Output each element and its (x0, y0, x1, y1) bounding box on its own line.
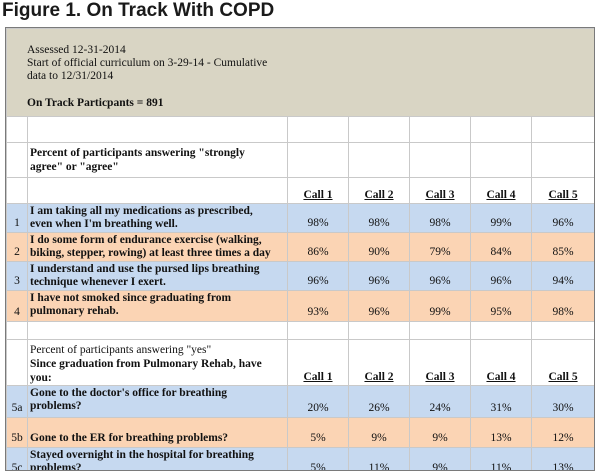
call-5-header: Call 5 (530, 177, 594, 204)
question-text: Gone to the doctor's office for breathin… (27, 385, 288, 418)
value-cell: 5% (287, 447, 349, 470)
value-cell: 99% (409, 290, 471, 322)
value-cell: 13% (470, 417, 532, 448)
call-5-header-2: Call 5 (530, 339, 594, 386)
section1-title-row: Percent of participants answering "stron… (6, 142, 594, 178)
value-cell: 98% (530, 290, 594, 322)
header-block: Assessed 12-31-2014 Start of official cu… (6, 28, 594, 117)
value-cell: 24% (409, 385, 471, 418)
value-cell: 98% (348, 203, 410, 233)
value-cell: 98% (409, 203, 471, 233)
value-cell: 93% (287, 290, 349, 322)
value-cell: 85% (530, 232, 594, 262)
value-cell: 94% (530, 261, 594, 291)
row-index: 1 (6, 203, 28, 233)
value-cell: 96% (409, 261, 471, 291)
question-text: I am taking all my medications as prescr… (27, 203, 288, 233)
spacer-row (6, 321, 594, 340)
value-cell: 95% (470, 290, 532, 322)
participants-count: On Track Particpants = 891 (27, 97, 164, 109)
question-text: Stayed overnight in the hospital for bre… (27, 447, 288, 470)
call-4-header-2: Call 4 (470, 339, 532, 386)
call-2-header: Call 2 (348, 177, 410, 204)
header-info: Assessed 12-31-2014 Start of official cu… (6, 28, 594, 117)
value-cell: 86% (287, 232, 349, 262)
results-table: Assessed 12-31-2014 Start of official cu… (6, 28, 594, 470)
value-cell: 9% (348, 417, 410, 448)
value-cell: 9% (409, 417, 471, 448)
row-index: 5b (6, 417, 28, 448)
value-cell: 90% (348, 232, 410, 262)
value-cell: 26% (348, 385, 410, 418)
value-cell: 30% (530, 385, 594, 418)
section2-title-row: Percent of participants answering "yes" … (6, 339, 594, 386)
value-cell: 99% (470, 203, 532, 233)
value-cell: 96% (287, 261, 349, 291)
value-cell: 5% (287, 417, 349, 448)
value-cell: 11% (348, 447, 410, 470)
table-row: 4 I have not smoked since graduating fro… (6, 290, 594, 322)
call-1-header: Call 1 (287, 177, 349, 204)
question-text: I understand and use the pursed lips bre… (27, 261, 288, 291)
value-cell: 96% (470, 261, 532, 291)
value-cell: 9% (409, 447, 471, 470)
table-row: 5a Gone to the doctor's office for breat… (6, 385, 594, 418)
figure-title: Figure 1. On Track With COPD (2, 0, 275, 21)
question-text: I have not smoked since graduating from p… (27, 290, 288, 322)
value-cell: 96% (530, 203, 594, 233)
value-cell: 96% (348, 290, 410, 322)
call-header-row: Call 1 Call 2 Call 3 Call 4 Call 5 (6, 177, 594, 204)
call-4-header: Call 4 (470, 177, 532, 204)
curriculum-line-2: data to 12/31/2014 (27, 70, 114, 82)
value-cell: 98% (287, 203, 349, 233)
row-index: 5c (6, 447, 28, 470)
table-row: 2 I do some form of endurance exercise (… (6, 232, 594, 262)
row-index: 2 (6, 232, 28, 262)
value-cell: 84% (470, 232, 532, 262)
value-cell: 96% (348, 261, 410, 291)
spacer-row (6, 116, 594, 143)
value-cell: 20% (287, 385, 349, 418)
results-table-frame: Assessed 12-31-2014 Start of official cu… (5, 27, 595, 471)
call-3-header: Call 3 (409, 177, 471, 204)
value-cell: 13% (530, 447, 594, 470)
value-cell: 31% (470, 385, 532, 418)
call-1-header-2: Call 1 (287, 339, 349, 386)
question-text: Gone to the ER for breathing problems? (27, 417, 288, 448)
row-index: 5a (6, 385, 28, 418)
row-index: 3 (6, 261, 28, 291)
table-row: 3 I understand and use the pursed lips b… (6, 261, 594, 291)
curriculum-line-1: Start of official curriculum on 3-29-14 … (27, 57, 268, 69)
table-row: 5b Gone to the ER for breathing problems… (6, 417, 594, 448)
value-cell: 79% (409, 232, 471, 262)
question-text: I do some form of endurance exercise (wa… (27, 232, 288, 262)
table-row: 1 I am taking all my medications as pres… (6, 203, 594, 233)
assessed-date: Assessed 12-31-2014 (27, 44, 126, 56)
table-row: 5c Stayed overnight in the hospital for … (6, 447, 594, 470)
call-2-header-2: Call 2 (348, 339, 410, 386)
row-index: 4 (6, 290, 28, 322)
value-cell: 12% (530, 417, 594, 448)
section1-title: Percent of participants answering "stron… (27, 142, 288, 178)
call-3-header-2: Call 3 (409, 339, 471, 386)
section2-title: Percent of participants answering "yes" … (27, 339, 288, 386)
value-cell: 11% (470, 447, 532, 470)
